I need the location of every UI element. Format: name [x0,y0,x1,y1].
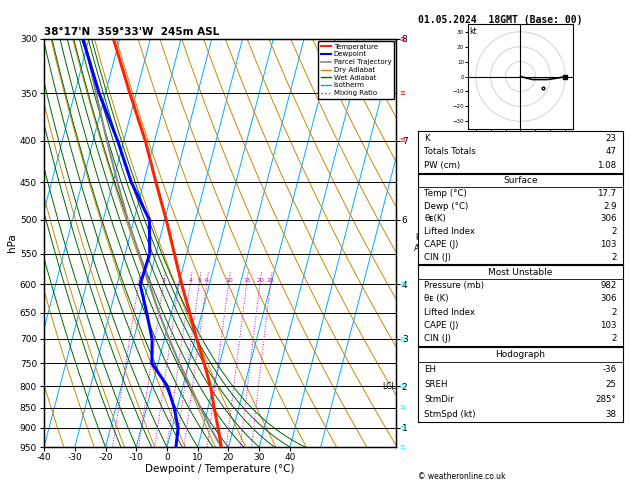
Text: ≡: ≡ [399,281,405,287]
Text: ≡: ≡ [399,336,405,342]
Text: K: K [425,134,430,142]
Text: 2: 2 [611,227,616,236]
Text: StmDir: StmDir [425,395,454,404]
Text: CIN (J): CIN (J) [425,334,451,344]
Text: 38°17'N  359°33'W  245m ASL: 38°17'N 359°33'W 245m ASL [44,27,220,37]
Text: 01.05.2024  18GMT (Base: 00): 01.05.2024 18GMT (Base: 00) [418,15,583,25]
X-axis label: Dewpoint / Temperature (°C): Dewpoint / Temperature (°C) [145,465,295,474]
Text: Lifted Index: Lifted Index [425,308,476,317]
Text: ≡: ≡ [399,405,405,411]
Text: 38: 38 [606,410,616,419]
Text: 4: 4 [189,278,192,282]
Text: 10: 10 [225,278,233,282]
Text: 1.08: 1.08 [598,161,616,170]
Text: kt: kt [470,27,477,36]
Text: 20: 20 [256,278,264,282]
Text: 1: 1 [137,278,141,282]
Text: ≡: ≡ [399,425,405,431]
Text: 47: 47 [606,147,616,156]
Text: CAPE (J): CAPE (J) [425,321,459,330]
Text: 306: 306 [600,294,616,303]
Y-axis label: hPa: hPa [7,234,17,252]
Text: 5: 5 [198,278,201,282]
Text: -36: -36 [603,365,616,374]
Text: Surface: Surface [503,176,538,185]
Text: 23: 23 [606,134,616,142]
Text: 25: 25 [606,380,616,389]
Text: SREH: SREH [425,380,448,389]
Text: 25: 25 [267,278,275,282]
Text: θᴇ(K): θᴇ(K) [425,214,446,224]
Text: 103: 103 [600,240,616,249]
Text: StmSpd (kt): StmSpd (kt) [425,410,476,419]
Text: EH: EH [425,365,437,374]
Text: 2.9: 2.9 [603,202,616,210]
Text: CAPE (J): CAPE (J) [425,240,459,249]
Text: Pressure (mb): Pressure (mb) [425,281,484,290]
Text: ≡: ≡ [399,383,405,389]
Text: ≡: ≡ [399,444,405,450]
Text: 2: 2 [162,278,165,282]
Text: LCL: LCL [382,382,396,391]
Text: 17.7: 17.7 [598,189,616,198]
Text: 15: 15 [243,278,251,282]
Text: © weatheronline.co.uk: © weatheronline.co.uk [418,472,506,481]
Text: 3: 3 [177,278,181,282]
Text: Lifted Index: Lifted Index [425,227,476,236]
Text: 306: 306 [600,214,616,224]
Text: 982: 982 [600,281,616,290]
Text: CIN (J): CIN (J) [425,253,451,262]
Text: Temp (°C): Temp (°C) [425,189,467,198]
Text: ≡: ≡ [399,90,405,97]
Y-axis label: km
ASL: km ASL [414,233,429,253]
Text: 2: 2 [611,253,616,262]
Text: 2: 2 [611,334,616,344]
Text: 6: 6 [205,278,209,282]
Text: θᴇ (K): θᴇ (K) [425,294,449,303]
Text: Dewp (°C): Dewp (°C) [425,202,469,210]
Text: Most Unstable: Most Unstable [488,267,553,277]
Text: PW (cm): PW (cm) [425,161,460,170]
Text: 285°: 285° [596,395,616,404]
Text: 2: 2 [611,308,616,317]
Text: 103: 103 [600,321,616,330]
Legend: Temperature, Dewpoint, Parcel Trajectory, Dry Adiabat, Wet Adiabat, Isotherm, Mi: Temperature, Dewpoint, Parcel Trajectory… [318,41,394,99]
Text: Totals Totals: Totals Totals [425,147,476,156]
Text: ≡: ≡ [399,138,405,144]
Text: Hodograph: Hodograph [496,350,545,359]
Text: ≡: ≡ [399,36,405,42]
